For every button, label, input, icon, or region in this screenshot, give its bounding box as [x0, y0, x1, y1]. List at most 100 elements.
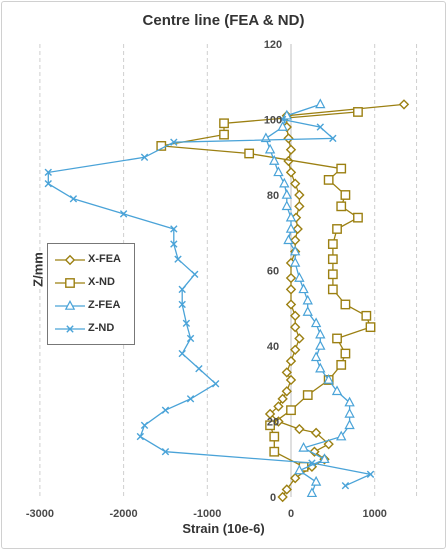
data-point-z-nd	[191, 270, 199, 278]
data-point-x-nd	[332, 224, 342, 234]
data-point-z-fea	[289, 256, 301, 267]
data-point-x-nd	[327, 269, 338, 280]
legend-marker	[64, 254, 76, 266]
series-x-nd	[156, 107, 376, 472]
data-point-x-fea	[289, 321, 301, 333]
data-point-z-nd	[44, 179, 52, 188]
data-point-x-nd	[361, 310, 372, 321]
data-point-z-fea	[269, 155, 280, 165]
data-point-x-nd	[353, 212, 363, 223]
data-point-z-fea	[298, 283, 309, 294]
data-point-x-fea	[281, 367, 293, 378]
data-point-x-nd	[365, 322, 376, 333]
data-point-x-fea	[294, 333, 305, 344]
data-point-x-nd	[353, 107, 363, 117]
series-z-nd	[44, 115, 375, 490]
y-tick-label: 60	[267, 266, 279, 278]
legend: X-FEA X-ND Z-FEA Z-ND	[47, 243, 135, 345]
data-point-z-fea	[323, 373, 334, 384]
data-point-x-nd	[323, 174, 334, 185]
data-point-z-fea	[302, 306, 313, 316]
data-point-z-fea	[273, 166, 284, 177]
legend-item-z-nd: Z-ND	[48, 321, 134, 339]
data-point-x-nd	[219, 118, 229, 129]
data-point-x-fea	[277, 393, 288, 405]
data-point-z-fea	[310, 351, 322, 362]
data-point-x-fea	[285, 144, 297, 155]
x-tick-label: 1000	[362, 508, 386, 520]
y-tick-label: 20	[267, 417, 279, 429]
data-point-x-fea	[264, 408, 276, 420]
y-axis-title: Z/mm	[30, 252, 46, 287]
data-point-z-nd	[308, 459, 316, 467]
data-point-x-nd	[286, 405, 296, 416]
data-point-z-nd	[178, 300, 186, 309]
data-point-x-fea	[294, 423, 305, 435]
data-point-z-nd	[366, 470, 375, 479]
data-point-z-fea	[285, 211, 297, 222]
data-point-z-fea	[294, 464, 305, 475]
legend-label-x-fea: X-FEA	[88, 253, 121, 265]
data-point-z-nd	[161, 448, 170, 456]
data-point-z-nd	[195, 364, 203, 373]
data-point-z-fea	[285, 222, 297, 233]
data-point-z-fea	[302, 294, 313, 305]
data-point-x-fea	[283, 133, 294, 144]
data-point-z-fea	[344, 396, 355, 407]
series-layer	[44, 98, 410, 503]
data-point-x-fea	[285, 284, 297, 295]
legend-item-z-fea: Z-FEA	[48, 298, 134, 316]
data-point-z-fea	[315, 98, 326, 109]
data-point-x-fea	[285, 374, 297, 386]
x-tick-label: -1000	[193, 508, 221, 520]
legend-label-z-fea: Z-FEA	[88, 299, 121, 311]
data-point-x-nd	[336, 163, 347, 174]
data-point-x-fea	[294, 201, 305, 212]
data-point-z-nd	[136, 432, 145, 441]
data-point-z-nd	[140, 153, 149, 161]
data-point-x-fea	[285, 167, 297, 178]
data-point-z-fea	[281, 189, 293, 199]
data-point-z-fea	[315, 340, 326, 350]
data-point-z-nd	[182, 319, 191, 328]
legend-label-x-nd: X-ND	[88, 276, 115, 288]
data-point-x-nd	[302, 390, 313, 400]
data-point-z-nd	[178, 285, 186, 294]
data-point-x-fea	[292, 223, 303, 235]
data-point-x-nd	[340, 299, 351, 310]
legend-label-z-nd: Z-ND	[88, 322, 115, 334]
x-tick-label: 0	[288, 508, 294, 520]
legend-marker	[64, 300, 76, 310]
x-tick-label: -2000	[110, 508, 138, 520]
data-point-x-nd	[269, 446, 280, 457]
data-point-x-nd	[327, 284, 338, 295]
data-point-x-fea	[289, 235, 301, 246]
data-point-x-fea	[309, 446, 320, 457]
data-point-z-nd	[170, 138, 178, 146]
data-point-z-nd	[44, 168, 52, 177]
data-point-z-fea	[306, 487, 318, 498]
chart-title: Centre line (FEA & ND)	[142, 12, 305, 29]
data-point-x-nd	[340, 190, 351, 200]
data-point-x-fea	[285, 355, 297, 367]
series-line-x-nd	[161, 111, 372, 468]
data-point-z-fea	[336, 430, 347, 441]
data-point-z-fea	[277, 121, 288, 131]
data-point-z-nd	[119, 210, 128, 218]
legend-swatch-x-fea	[55, 254, 85, 266]
data-point-x-fea	[281, 484, 293, 495]
legend-marker	[66, 325, 74, 333]
data-point-z-nd	[174, 255, 182, 263]
data-point-z-nd	[186, 395, 195, 403]
x-tick-label: -3000	[26, 508, 54, 520]
legend-swatch-x-nd	[55, 278, 85, 288]
data-point-z-nd	[329, 134, 337, 143]
data-point-z-nd	[170, 225, 178, 233]
tick-labels: -3000 -2000 -1000 0 1000 0 20 40 60 80 100 120	[26, 39, 387, 520]
legend-item-x-fea: X-FEA	[48, 252, 134, 270]
legend-swatch-z-fea	[55, 300, 85, 310]
y-tick-label: 80	[267, 190, 279, 202]
data-point-z-nd	[161, 406, 170, 414]
data-point-z-nd	[316, 123, 324, 131]
data-point-z-nd	[278, 115, 287, 124]
